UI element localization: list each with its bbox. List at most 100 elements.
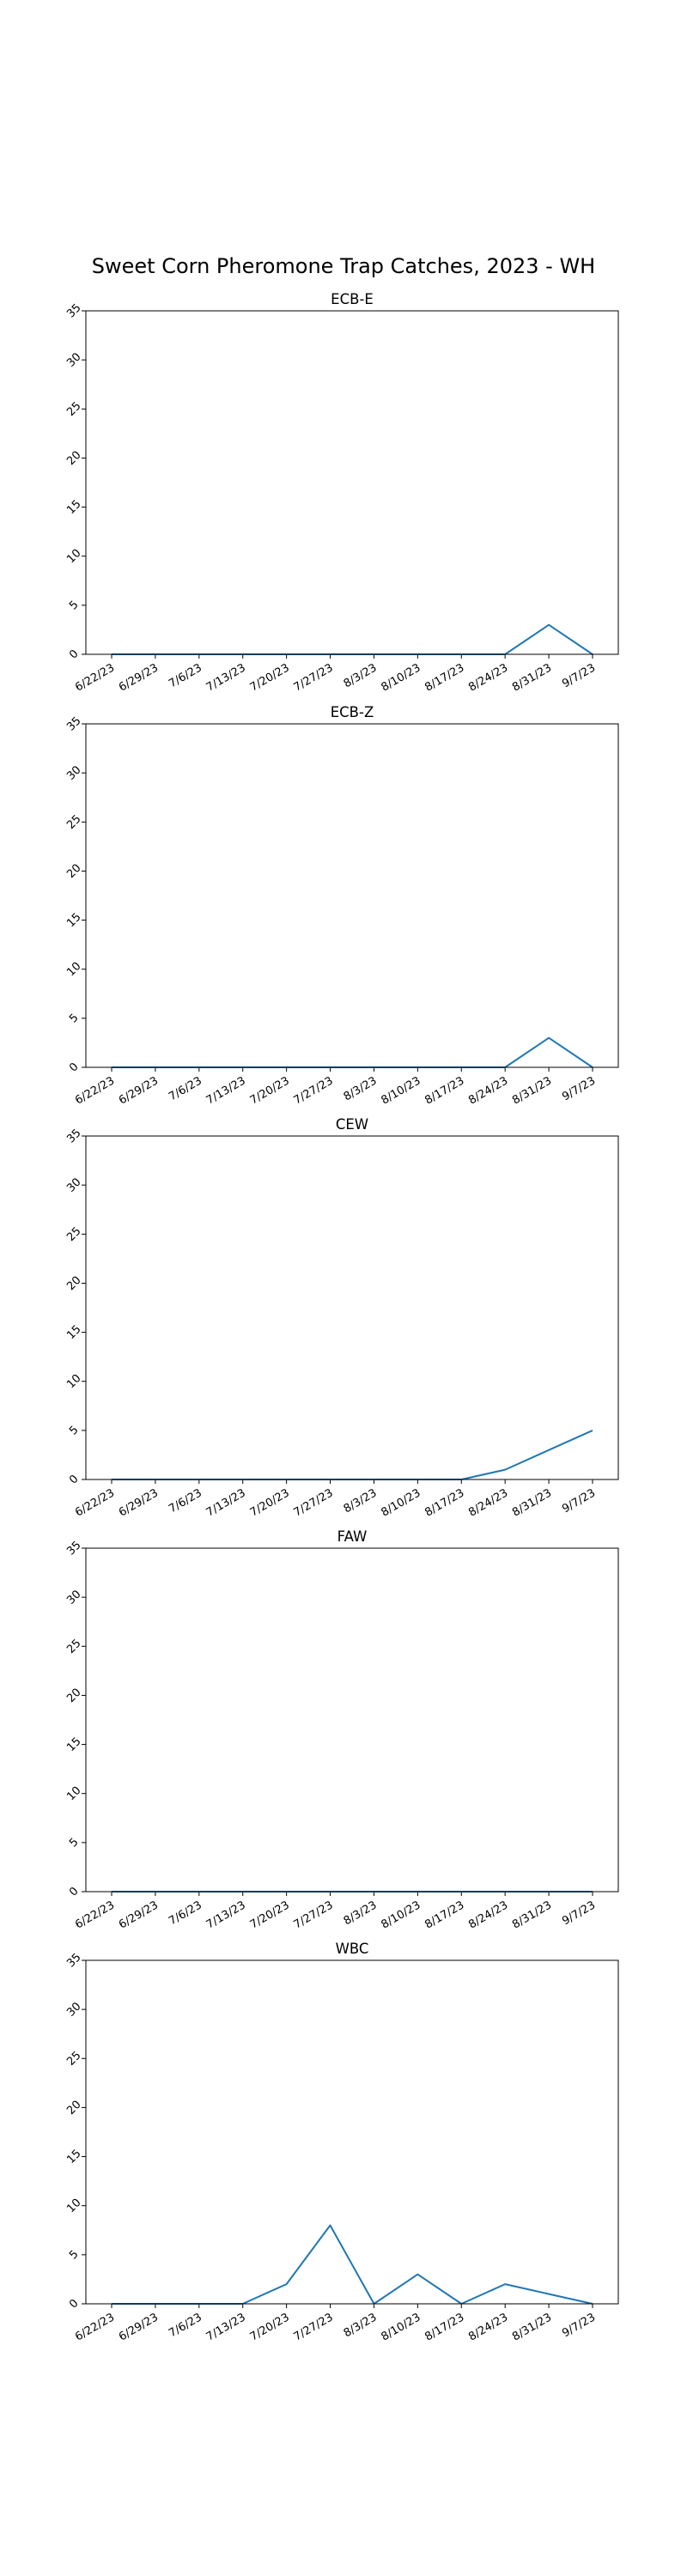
y-tick-label: 0 — [67, 647, 81, 661]
x-tick-label: 8/10/23 — [379, 1899, 423, 1931]
series-line — [112, 2224, 593, 2305]
x-tick-label: 7/27/23 — [292, 1486, 336, 1519]
x-tick-label: 7/13/23 — [204, 1899, 248, 1931]
chart-panel-cew: CEW 0 5 10 15 20 25 30 35 6/22/23 6/29/23 7/6/23 7/1… — [64, 1116, 619, 1520]
x-tick-label: 7/27/23 — [292, 1899, 336, 1931]
y-tick-label: 20 — [64, 449, 83, 468]
x-tick-label: 7/13/23 — [204, 1074, 248, 1107]
y-tick-label: 10 — [64, 1372, 83, 1391]
chart-panel-faw: FAW 0 5 10 15 20 25 30 35 6/22/23 6/29/23 7/6/23 7/1… — [64, 1528, 619, 1932]
y-tick-label: 35 — [64, 714, 83, 733]
x-tick-label: 8/17/23 — [423, 661, 466, 694]
x-tick-label: 7/13/23 — [204, 2311, 248, 2343]
y-tick-label: 10 — [64, 1784, 83, 1803]
y-tick-label: 5 — [67, 1012, 81, 1025]
y-tick-label: 10 — [64, 2196, 83, 2215]
x-tick-label: 8/10/23 — [379, 661, 423, 694]
x-tick-label: 6/22/23 — [73, 2311, 117, 2343]
y-tick-label: 15 — [64, 1323, 83, 1342]
x-tick-label: 7/6/23 — [167, 1486, 204, 1516]
y-tick-label: 30 — [64, 350, 83, 369]
x-tick-label: 8/3/23 — [342, 1074, 380, 1103]
y-tick-label: 35 — [64, 1951, 83, 1970]
x-tick-label: 8/24/23 — [466, 661, 510, 694]
x-tick-label: 6/29/23 — [117, 661, 161, 694]
x-tick-label: 7/20/23 — [248, 1486, 292, 1519]
y-tick-label: 25 — [64, 2049, 83, 2068]
y-tick-label: 0 — [67, 1885, 81, 1899]
series-line — [112, 623, 593, 655]
y-tick-label: 35 — [64, 1539, 83, 1558]
x-tick-label: 7/20/23 — [248, 1074, 292, 1107]
plot-frame — [85, 1959, 619, 2305]
x-tick-label: 7/6/23 — [167, 661, 204, 690]
x-tick-label: 9/7/23 — [560, 2311, 598, 2340]
y-tick-label: 35 — [64, 1127, 83, 1145]
x-tick-label: 8/17/23 — [423, 1486, 466, 1519]
series-line — [112, 1429, 593, 1480]
chart-title: FAW — [337, 1528, 368, 1545]
x-tick-label: 8/3/23 — [342, 2311, 380, 2340]
x-tick-label: 8/24/23 — [466, 1074, 510, 1107]
x-tick-label: 8/17/23 — [423, 1899, 466, 1931]
y-tick-label: 0 — [67, 1060, 81, 1074]
x-tick-label: 9/7/23 — [560, 1486, 598, 1516]
chart-title: ECB-Z — [331, 704, 374, 720]
series-line — [112, 1036, 593, 1068]
x-tick-label: 8/3/23 — [342, 1899, 380, 1928]
x-tick-label: 7/6/23 — [167, 2311, 204, 2340]
x-tick-label: 6/29/23 — [117, 1074, 161, 1107]
figure-title: Sweet Corn Pheromone Trap Catches, 2023 … — [92, 254, 595, 278]
y-tick-label: 25 — [64, 812, 83, 831]
y-tick-label: 0 — [67, 1473, 81, 1486]
y-tick-label: 35 — [64, 301, 83, 320]
y-tick-label: 5 — [67, 2248, 81, 2262]
x-tick-label: 6/29/23 — [117, 1486, 161, 1519]
x-tick-label: 7/27/23 — [292, 2311, 336, 2343]
y-tick-label: 0 — [67, 2297, 81, 2311]
x-tick-label: 8/10/23 — [379, 1074, 423, 1107]
y-tick-label: 10 — [64, 960, 83, 979]
x-tick-label: 6/29/23 — [117, 2311, 161, 2343]
x-tick-label: 8/31/23 — [510, 1486, 554, 1519]
y-tick-label: 25 — [64, 1224, 83, 1243]
x-tick-label: 7/20/23 — [248, 2311, 292, 2343]
y-tick-label: 5 — [67, 1424, 81, 1437]
y-tick-label: 20 — [64, 1686, 83, 1705]
x-tick-label: 9/7/23 — [560, 1899, 598, 1928]
plot-frame — [85, 310, 619, 655]
x-tick-label: 7/13/23 — [204, 1486, 248, 1519]
x-tick-label: 7/27/23 — [292, 661, 336, 694]
x-tick-label: 8/24/23 — [466, 1486, 510, 1519]
y-tick-label: 30 — [64, 1176, 83, 1194]
x-tick-label: 8/31/23 — [510, 2311, 554, 2343]
x-tick-label: 8/10/23 — [379, 2311, 423, 2343]
x-tick-label: 8/3/23 — [342, 1486, 380, 1516]
x-tick-label: 7/6/23 — [167, 1074, 204, 1103]
y-tick-label: 20 — [64, 2099, 83, 2117]
plot-frame — [85, 1547, 619, 1893]
x-tick-label: 7/20/23 — [248, 1899, 292, 1931]
y-tick-label: 10 — [64, 547, 83, 566]
y-tick-label: 20 — [64, 1274, 83, 1293]
y-tick-label: 30 — [64, 2000, 83, 2019]
y-tick-label: 5 — [67, 598, 81, 612]
x-tick-label: 6/22/23 — [73, 1486, 117, 1519]
x-tick-label: 6/29/23 — [117, 1899, 161, 1931]
x-tick-label: 8/24/23 — [466, 1899, 510, 1931]
chart-title: ECB-E — [331, 291, 374, 307]
x-tick-label: 8/31/23 — [510, 1899, 554, 1931]
chart-title: WBC — [336, 1941, 369, 1957]
chart-panel-wbc: WBC 0 5 10 15 20 25 30 35 6/22/23 6/29/23 7/6/23 7/1… — [64, 1941, 619, 2344]
x-tick-label: 7/13/23 — [204, 661, 248, 694]
y-tick-label: 30 — [64, 1588, 83, 1607]
x-tick-label: 9/7/23 — [560, 661, 598, 690]
y-tick-label: 15 — [64, 498, 83, 517]
plot-frame — [85, 723, 619, 1068]
x-tick-label: 8/10/23 — [379, 1486, 423, 1519]
y-tick-label: 30 — [64, 763, 83, 782]
